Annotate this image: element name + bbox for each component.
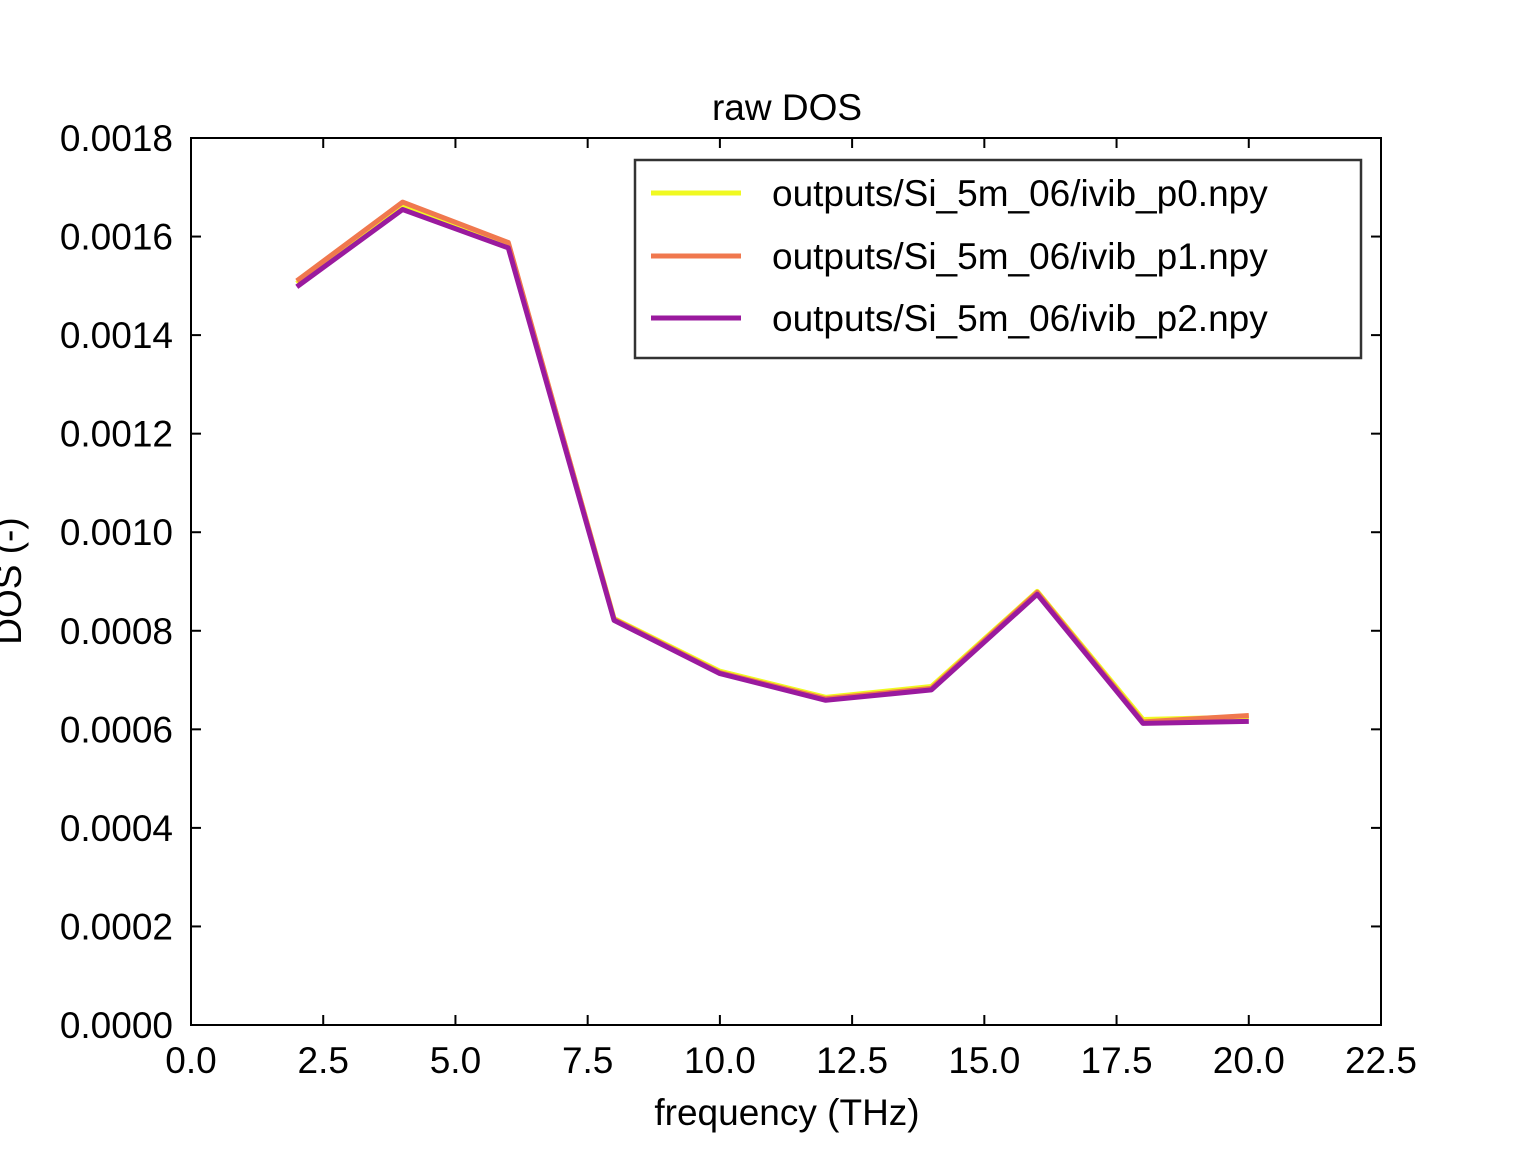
legend-frame (633, 158, 1363, 360)
y-tick-label: 0.0000 (60, 1005, 173, 1046)
series-layer (295, 199, 1249, 726)
series-line-2 (295, 207, 1249, 726)
x-tick-label: 15.0 (948, 1040, 1020, 1081)
y-tick-label: 0.0004 (60, 808, 173, 849)
legend-label-0: outputs/Si_5m_06/ivib_p0.npy (772, 173, 1268, 214)
x-tick-label: 5.0 (430, 1040, 481, 1081)
x-tick-label: 20.0 (1213, 1040, 1285, 1081)
chart-title: raw DOS (712, 87, 862, 128)
ticks-layer: 0.0 2.5 5.0 7.5 10.0 12.5 15.0 17.5 20.0 22.5 0.00… (60, 118, 1417, 1081)
y-tick-label: 0.0002 (60, 906, 173, 947)
legend-label-2: outputs/Si_5m_06/ivib_p2.npy (772, 298, 1268, 339)
plot-area-frame (190, 137, 1382, 1026)
x-tick-label: 22.5 (1345, 1040, 1417, 1081)
y-tick-label: 0.0008 (60, 611, 173, 652)
legend-items: outputs/Si_5m_06/ivib_p0.npy outputs/Si_5… (651, 173, 1268, 339)
x-tick-label: 17.5 (1081, 1040, 1153, 1081)
x-tick-label: 2.5 (298, 1040, 349, 1081)
y-tick-label: 0.0014 (60, 315, 173, 356)
y-tick-label: 0.0018 (60, 118, 173, 159)
x-tick-label: 10.0 (684, 1040, 756, 1081)
y-axis-title: DOS (-) (0, 517, 29, 644)
x-tick-label: 0.0 (165, 1040, 216, 1081)
x-axis-title: frequency (THz) (654, 1092, 919, 1133)
y-tick-label: 0.0016 (60, 217, 173, 258)
y-tick-label: 0.0010 (60, 512, 173, 553)
y-tick-label: 0.0012 (60, 414, 173, 455)
y-tick-label: 0.0006 (60, 709, 173, 750)
legend: outputs/Si_5m_06/ivib_p0.npy outputs/Si_5… (633, 158, 1363, 360)
legend-label-1: outputs/Si_5m_06/ivib_p1.npy (772, 236, 1268, 277)
x-tick-label: 12.5 (816, 1040, 888, 1081)
x-tick-label: 7.5 (562, 1040, 613, 1081)
